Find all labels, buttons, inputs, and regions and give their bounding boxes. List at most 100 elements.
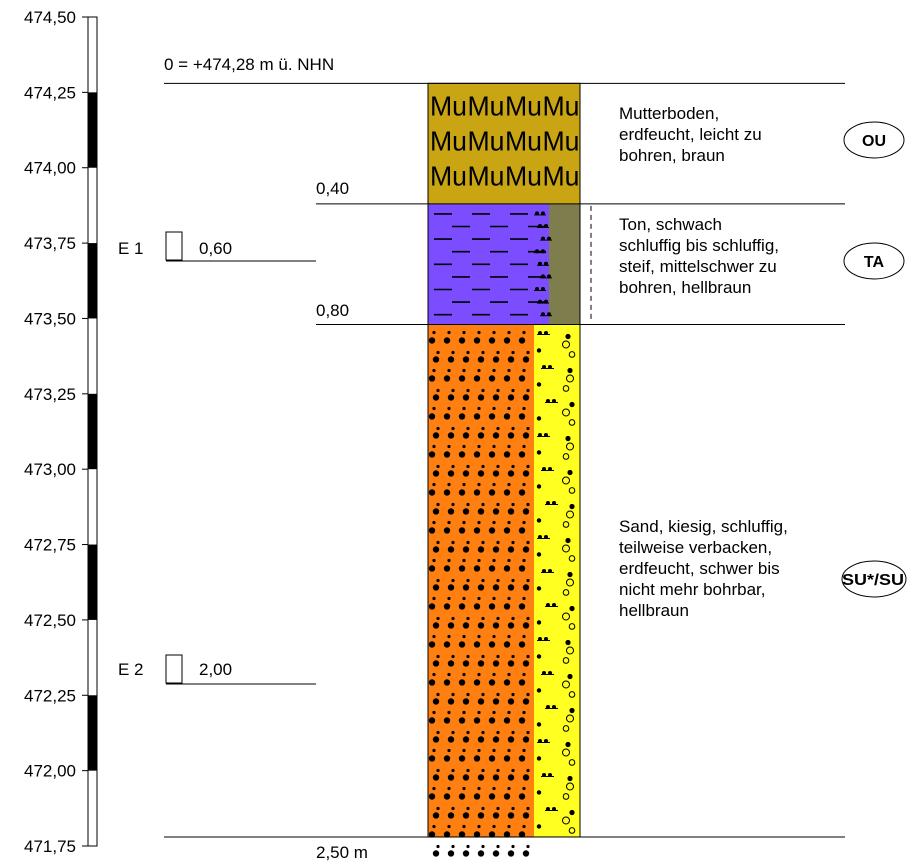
gravel-dot [503,717,511,724]
gravel-dot [488,679,496,686]
gravel-dot [447,470,455,477]
gravel-dot [518,603,526,610]
sand-small-dot [462,558,466,563]
gravel-dot [567,775,573,782]
sand-small-dot [451,654,455,659]
gravel-open [566,374,574,383]
sand-small-dot [507,824,511,829]
sand-small-dot [507,710,511,715]
gravel-dot [447,698,455,705]
description-line: Ton, schwach [619,215,722,234]
sand-small-dot [481,806,485,811]
sample-e2: E 2 2,00 [118,654,316,685]
sample-e1: E 1 0,60 [118,231,316,262]
description-line: bohren, braun [619,146,725,165]
sand-small-dot [492,824,496,829]
gravel-dot [458,679,466,686]
sand-small-dot [477,444,481,449]
gravel-dot [462,774,470,781]
sand-small-dot [447,672,451,677]
sand-small-dot [526,692,530,697]
mutterboden-symbol: Mu [543,90,580,121]
scale-bar-segment [88,393,97,470]
gravel-dot [492,736,500,743]
gravel-dot [488,527,496,534]
gravel-dot [488,717,496,724]
gravel-dot [428,413,436,420]
gravel-dot [477,584,485,591]
sand-small-dot [522,444,526,449]
gravel-dot [518,527,526,534]
sand-small-dot [481,616,485,621]
gravel-dot [503,413,511,420]
sand-small-dot [451,578,455,583]
sand-small-dot [462,482,466,487]
gravel-dot [518,375,526,382]
sand-small-dot [436,844,440,849]
sand-small-dot [496,844,500,849]
gravel-open [562,544,570,553]
description-line: bohren, hellbraun [619,278,752,297]
sand-small-dot [466,540,470,545]
sand-small-dot [481,388,485,393]
gravel-dot [462,508,470,515]
gravel-dot [492,812,500,819]
sand-small-dot [507,596,511,601]
code-su-ellipse [841,560,907,598]
sand-small-dot [511,654,515,659]
gravel-dot [503,793,511,800]
gravel-open [562,476,570,485]
sand-small-dot [481,540,485,545]
sand-small-dot [507,482,511,487]
layer-mutterboden-fill [428,83,580,204]
sand-small-dot [477,406,481,411]
ton-dashes [434,213,546,316]
mutterboden-symbol: Mu [430,160,467,191]
gravel-dot [488,831,496,838]
sand-small-dot [492,710,496,715]
gravel-dot [443,603,451,610]
sand-small-dot [526,426,530,431]
code-ta-text: TA [864,254,885,271]
sand-small-dot [511,350,515,355]
gravel-dot [522,508,530,515]
scale-tick-label: 473,75 [24,234,76,253]
gravel-dot [473,451,481,458]
gravel-dot [428,451,436,458]
description-ton: Ton, schwach schluffig bis schluffig, st… [619,214,779,298]
code-ou: OU [843,121,905,159]
sample-e2-marker [165,654,183,684]
gravel-dot [462,470,470,477]
gravel-dot [518,337,526,344]
gravel-dot [473,413,481,420]
gravel-dot [447,660,455,667]
gravel-open [562,748,570,757]
description-line: hellbraun [619,601,689,620]
sand-small-dot [447,634,451,639]
gravel-dot [522,774,530,781]
gravel-open [562,521,570,528]
sand-small-dot [496,768,500,773]
gravel-dot [428,793,436,800]
gravel-dot [536,552,542,557]
sample-e1-marker [165,231,183,261]
gravel-dot [488,565,496,572]
sand-small-dot [436,464,440,469]
sand-small-dot [492,520,496,525]
gravel-dot [458,527,466,534]
gravel-open [562,453,570,460]
scale-tick-label: 474,25 [24,83,76,102]
scale-tick-label: 473,50 [24,309,76,328]
gravel-dot [507,812,515,819]
scale-tick-label: 473,00 [24,460,76,479]
sand-small-dot [496,464,500,469]
sand-small-dot [526,844,530,849]
sand-small-dot [526,616,530,621]
description-line: schluffig bis schluffig, [619,236,780,255]
gravel-open [568,623,576,630]
sand-small-dot [432,444,436,449]
gravel-dot [488,451,496,458]
sand-small-dot [447,786,451,791]
gravel-dot [432,812,440,819]
sand-small-dot [451,616,455,621]
